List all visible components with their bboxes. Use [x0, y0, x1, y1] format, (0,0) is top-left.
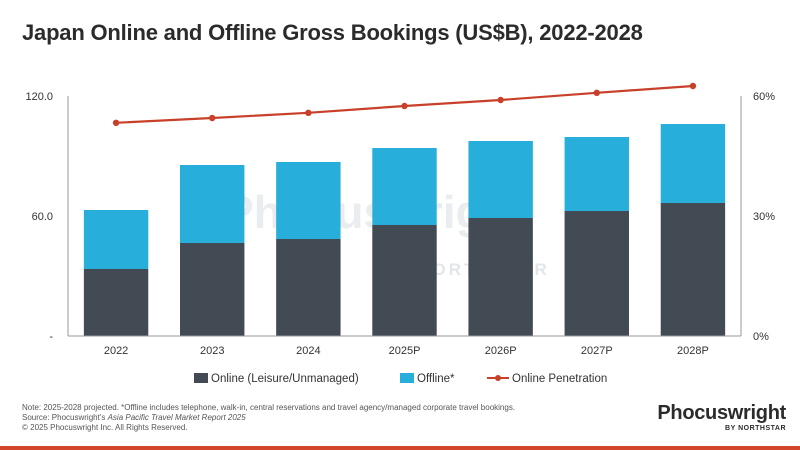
legend-label-online: Online (Leisure/Unmanaged)	[211, 373, 359, 385]
bar-online-2022	[83, 269, 149, 336]
legend-label-penetration: Online Penetration	[512, 373, 607, 385]
penetration-point-2024	[305, 109, 312, 117]
bar-offline-2022	[83, 210, 149, 269]
brand-logo: Phocuswright BY NORTHSTAR	[657, 402, 786, 432]
legend: Online (Leisure/Unmanaged) Offline* Onli…	[194, 373, 607, 385]
bar-online-2028P	[660, 203, 726, 336]
penetration-point-2023	[209, 114, 216, 122]
bar-offline-2024	[276, 162, 341, 239]
bar-online-2026P	[468, 218, 533, 336]
copyright: © 2025 Phocuswright Inc. All Rights Rese…	[22, 423, 188, 432]
source-prefix: Source: Phocuswright's	[22, 413, 108, 422]
category-label: 2028P	[677, 345, 709, 357]
penetration-point-2026P	[497, 96, 504, 104]
source-title: Asia Pacific Travel Market Report 2025	[107, 413, 246, 422]
category-label: 2022	[104, 345, 128, 357]
penetration-line-layer	[112, 82, 697, 127]
chart-title: Japan Online and Offline Gross Bookings …	[22, 20, 643, 45]
right-tick-label: 0%	[753, 331, 769, 343]
category-label: 2025P	[389, 345, 421, 357]
legend-swatch-penetration-dot	[495, 375, 501, 381]
category-label: 2026P	[485, 345, 517, 357]
bar-layer	[83, 124, 726, 336]
penetration-point-2022	[112, 119, 120, 127]
category-label: 2024	[296, 345, 320, 357]
penetration-point-2025P	[401, 102, 408, 110]
penetration-point-2028P	[689, 82, 697, 90]
bar-online-2027P	[564, 211, 629, 336]
legend-swatch-offline	[400, 373, 414, 383]
right-tick-label: 60%	[753, 91, 775, 103]
left-tick-label: 60.0	[32, 211, 53, 223]
tick-layer: 120.0 60.0 - 60% 30% 0% 2022 2023 2024 2025P 2026P…	[25, 91, 775, 357]
right-tick-label: 30%	[753, 211, 775, 223]
bar-offline-2025P	[372, 148, 437, 225]
bar-offline-2028P	[660, 124, 726, 203]
axes-layer	[67, 96, 742, 337]
footnote: Note: 2025-2028 projected. *Offline incl…	[22, 403, 515, 433]
bar-offline-2027P	[564, 137, 629, 211]
legend-swatch-online	[194, 373, 208, 383]
legend-label-offline: Offline*	[417, 373, 455, 385]
bar-online-2025P	[372, 225, 437, 336]
footnote-line-2: Source: Phocuswright's Asia Pacific Trav…	[22, 413, 515, 423]
category-label: 2023	[200, 345, 224, 357]
left-tick-label: 120.0	[25, 91, 53, 103]
bar-offline-2026P	[468, 141, 533, 218]
footnote-line-1: Note: 2025-2028 projected. *Offline incl…	[22, 403, 516, 412]
left-tick-label: -	[49, 331, 53, 343]
bar-online-2024	[276, 239, 341, 336]
category-label: 2027P	[581, 345, 613, 357]
brand-name: Phocuswright	[657, 402, 786, 424]
bar-online-2023	[180, 243, 245, 336]
brand-subtitle: BY NORTHSTAR	[725, 425, 786, 432]
penetration-point-2027P	[593, 89, 600, 97]
bottom-accent-rule	[0, 446, 800, 450]
bar-offline-2023	[180, 165, 245, 243]
